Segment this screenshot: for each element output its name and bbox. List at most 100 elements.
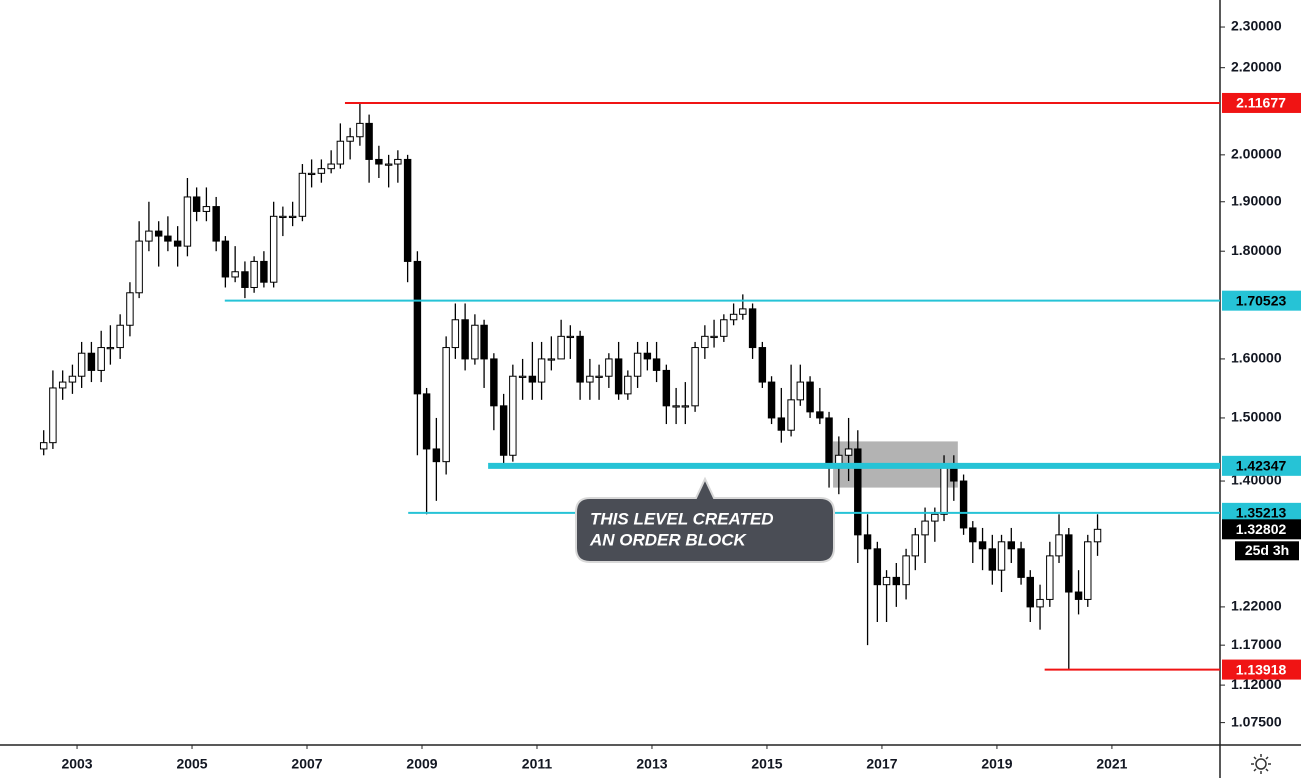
- candle-body: [854, 448, 862, 536]
- x-tick-label: 2003: [61, 756, 92, 772]
- candle-body: [49, 387, 57, 444]
- candle-body: [547, 358, 556, 361]
- candle-body: [902, 555, 910, 586]
- candle-body: [672, 405, 680, 408]
- price-level-tag: [1222, 92, 1301, 113]
- candle-body: [892, 576, 901, 586]
- candle-body: [787, 399, 795, 431]
- candle-body: [816, 411, 824, 419]
- y-tick-label: 1.17000: [1231, 636, 1282, 652]
- candle-body: [767, 381, 776, 419]
- y-tick-label: 1.80000: [1231, 242, 1282, 258]
- candle-body: [758, 347, 767, 383]
- candle-body: [260, 260, 268, 283]
- annotation-text: THIS LEVEL CREATED: [590, 509, 774, 528]
- last-price-label: 1.32802: [1236, 521, 1287, 537]
- y-tick-label: 1.07500: [1231, 713, 1282, 729]
- x-tick-label: 2017: [866, 756, 897, 772]
- x-tick-label: 2015: [751, 756, 782, 772]
- candle-body: [997, 541, 1006, 571]
- candle-body: [1093, 528, 1102, 543]
- candle-body: [566, 335, 575, 339]
- candle-body: [298, 172, 307, 217]
- candle-body: [729, 313, 738, 321]
- candle-body: [701, 335, 709, 349]
- candle-body: [422, 393, 431, 450]
- candle-body: [1084, 541, 1092, 600]
- candle-body: [921, 520, 929, 536]
- candle-body: [959, 480, 968, 529]
- candle-body: [806, 381, 814, 413]
- candle-body: [356, 122, 364, 138]
- candle-body: [183, 196, 192, 247]
- candle-body: [442, 347, 450, 463]
- price-level-tag: [1222, 659, 1301, 680]
- x-tick-label: 2013: [636, 756, 667, 772]
- candle-body: [154, 230, 163, 237]
- price-level-tag: [1222, 455, 1301, 476]
- price-level-tag: [1222, 290, 1301, 311]
- candle-body: [336, 140, 345, 165]
- candle-body: [490, 358, 498, 407]
- last-price-tag: [1222, 519, 1301, 540]
- candle-body: [202, 206, 211, 212]
- candle-body: [173, 240, 182, 247]
- countdown-tag: [1235, 541, 1299, 561]
- candle-body: [662, 369, 671, 407]
- x-tick-label: 2007: [291, 756, 322, 772]
- candle-body: [461, 319, 469, 360]
- candle-body: [720, 319, 728, 337]
- candle-body: [480, 324, 488, 360]
- y-tick-label: 1.22000: [1231, 598, 1282, 614]
- candle-body: [1055, 534, 1063, 557]
- candle-body: [652, 358, 661, 371]
- candle-body: [633, 352, 642, 377]
- y-tick-label: 2.20000: [1231, 58, 1282, 74]
- candle-body: [116, 324, 124, 349]
- candle-body: [1074, 591, 1083, 600]
- candle-body: [145, 230, 153, 242]
- candle-body: [509, 375, 517, 456]
- candle-body: [739, 308, 747, 315]
- x-tick-label: 2019: [981, 756, 1012, 772]
- y-tick-label: 2.30000: [1231, 18, 1282, 34]
- y-tick-label: 1.90000: [1231, 192, 1282, 208]
- settings-rays[interactable]: [1251, 754, 1271, 774]
- price-level-label: 1.13918: [1236, 661, 1287, 677]
- x-tick-label: 2021: [1096, 756, 1127, 772]
- candle-body: [586, 375, 594, 383]
- settings-icon[interactable]: [1251, 754, 1271, 774]
- candle-body: [39, 442, 48, 450]
- y-tick-label: 1.12000: [1231, 676, 1282, 692]
- candle-body: [969, 527, 977, 543]
- candle-body: [528, 375, 537, 383]
- candle-body: [931, 513, 939, 522]
- price-level-label: 1.35213: [1236, 505, 1287, 521]
- countdown-label: 25d 3h: [1245, 542, 1289, 558]
- x-tick-label: 2005: [176, 756, 207, 772]
- candle-body: [365, 122, 373, 160]
- candle-body: [288, 215, 297, 219]
- candle-body: [950, 467, 958, 482]
- candle-body: [557, 335, 565, 360]
- candle-body: [58, 381, 67, 389]
- settings-gear[interactable]: [1255, 758, 1267, 770]
- axes: 2.30000 2.20000 2.00000 1.90000 1.80000 1.600…: [61, 18, 1301, 772]
- candle-body: [279, 215, 287, 219]
- candle-body: [192, 196, 201, 212]
- candle-body: [911, 534, 920, 557]
- annotation-text: AN ORDER BLOCK: [589, 530, 748, 549]
- candle-body: [988, 548, 997, 571]
- candle-body: [605, 358, 613, 377]
- candle-body: [250, 260, 258, 288]
- candle-body: [87, 352, 96, 371]
- candle-body: [576, 335, 584, 383]
- candle-body: [537, 358, 546, 383]
- candle-body: [844, 448, 853, 456]
- candle-body: [106, 347, 115, 350]
- candle-body: [691, 347, 699, 407]
- candle-body: [681, 405, 690, 408]
- candle-body: [978, 541, 987, 550]
